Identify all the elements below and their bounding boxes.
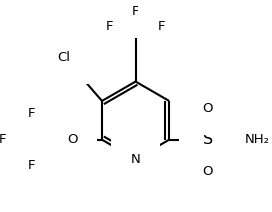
Text: O: O — [67, 133, 78, 146]
Text: O: O — [203, 102, 213, 115]
Text: F: F — [158, 20, 165, 33]
Text: F: F — [28, 159, 36, 172]
Text: NH₂: NH₂ — [245, 133, 270, 146]
Text: S: S — [203, 132, 213, 147]
Text: N: N — [131, 153, 140, 166]
Text: Cl: Cl — [58, 51, 71, 64]
Text: F: F — [106, 20, 113, 33]
Text: O: O — [203, 165, 213, 178]
Text: F: F — [28, 107, 36, 120]
Text: F: F — [132, 5, 139, 18]
Text: F: F — [0, 133, 6, 146]
